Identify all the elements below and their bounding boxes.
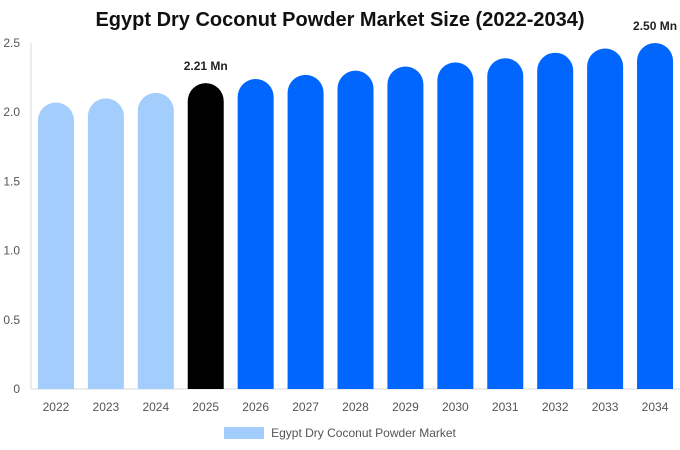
bar-2030 (437, 62, 474, 389)
data-label-2034: 2.50 Mn (633, 19, 677, 33)
bar-2026 (237, 78, 274, 389)
y-tick-label: 0.5 (3, 313, 20, 327)
x-tick-label: 2026 (242, 400, 269, 414)
y-tick-label: 2.0 (3, 105, 20, 119)
chart-title: Egypt Dry Coconut Powder Market Size (20… (95, 9, 585, 31)
x-tick-label: 2032 (542, 400, 569, 414)
bar-2033 (587, 48, 624, 389)
x-tick-label: 2023 (93, 400, 120, 414)
x-tick-label: 2025 (192, 400, 219, 414)
y-tick-label: 1.5 (3, 174, 20, 188)
x-tick-label: 2027 (292, 400, 319, 414)
data-label-2025: 2.21 Mn (184, 59, 228, 73)
legend-label: Egypt Dry Coconut Powder Market (271, 426, 456, 440)
bar-2024 (137, 92, 174, 389)
bar-2034 (637, 43, 674, 389)
x-tick-label: 2028 (342, 400, 369, 414)
bar-2028 (337, 70, 374, 390)
x-tick-label: 2033 (592, 400, 619, 414)
bar-2032 (537, 52, 574, 390)
x-tick-label: 2034 (642, 400, 669, 414)
y-tick-label: 1.0 (3, 244, 20, 258)
bar-2027 (287, 74, 324, 389)
bar-2022 (37, 102, 74, 390)
x-tick-label: 2024 (142, 400, 169, 414)
bar-2029 (387, 66, 424, 389)
legend: Egypt Dry Coconut Powder Market (0, 426, 680, 440)
x-tick-label: 2030 (442, 400, 469, 414)
x-tick-label: 2031 (492, 400, 519, 414)
x-tick-label: 2029 (392, 400, 419, 414)
bar-2023 (87, 98, 124, 390)
x-tick-label: 2022 (43, 400, 70, 414)
y-tick-label: 0 (13, 382, 20, 396)
y-tick-label: 2.5 (3, 36, 20, 50)
bar-2025 (187, 83, 224, 390)
bar-chart: 0 0.5 1.0 1.5 2.0 2.5 2022 2023 2024 2025 2026 2027… (3, 19, 680, 414)
bar-2031 (487, 58, 524, 390)
legend-swatch (224, 427, 265, 439)
